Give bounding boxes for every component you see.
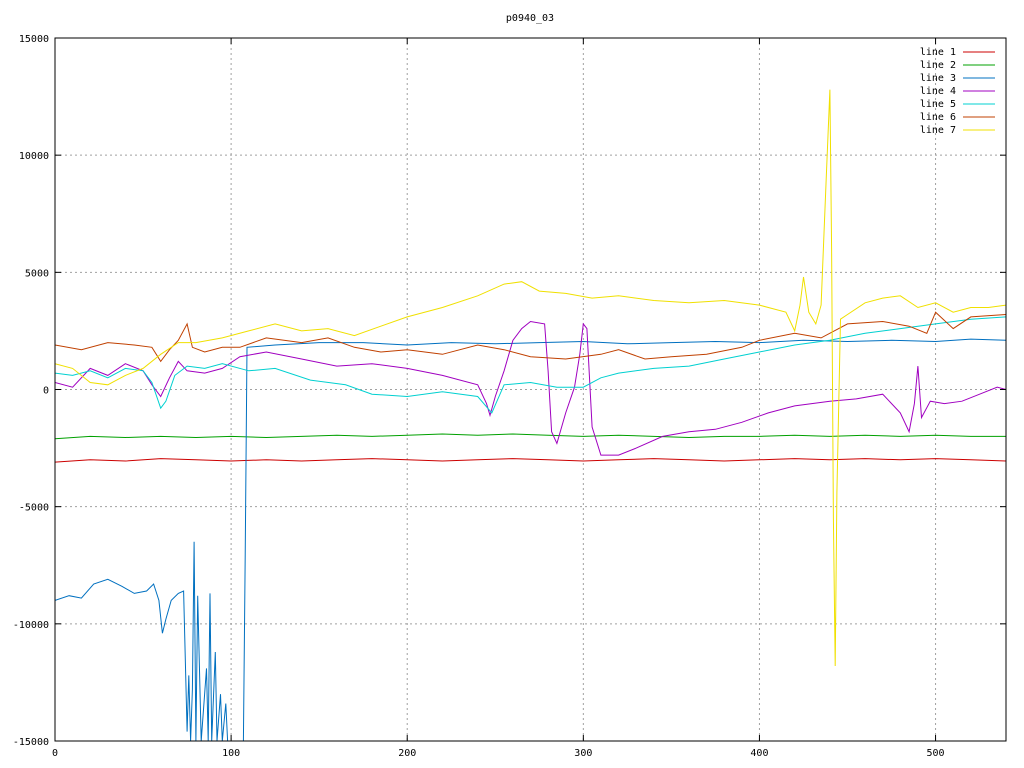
y-tick-label: -10000 <box>13 620 49 631</box>
legend-label: line 5 <box>920 99 956 110</box>
x-tick-label: 300 <box>574 748 592 759</box>
series-line-2 <box>55 433 1006 440</box>
x-tick-label: 0 <box>52 748 58 759</box>
y-tick-label: 5000 <box>25 268 49 279</box>
series-layer <box>55 89 1006 741</box>
x-tick-label: 100 <box>222 748 240 759</box>
grid <box>55 38 1006 741</box>
chart-title: p0940_03 <box>506 13 554 24</box>
series-line-3 <box>55 338 1006 741</box>
series-line-4 <box>55 320 1006 456</box>
y-tick-label: 10000 <box>19 151 49 162</box>
y-tick-label: -15000 <box>13 737 49 748</box>
y-tick-label: -5000 <box>19 503 49 514</box>
series-line-5 <box>55 316 1006 414</box>
legend-label: line 4 <box>920 86 956 97</box>
legend-label: line 7 <box>920 125 956 136</box>
ticks: 0 100 200 300 400 500 -15000 -10000 -5000 0 5000 10… <box>13 34 1006 759</box>
y-tick-label: 15000 <box>19 34 49 45</box>
x-tick-label: 500 <box>927 748 945 759</box>
x-tick-label: 200 <box>398 748 416 759</box>
legend-label: line 6 <box>920 112 956 123</box>
legend: line 1 line 2 line 3 line 4 line 5 line 6 line… <box>920 47 995 136</box>
y-tick-label: 0 <box>43 386 49 397</box>
legend-label: line 3 <box>920 73 956 84</box>
legend-label: line 2 <box>920 60 956 71</box>
series-line-1 <box>55 458 1006 463</box>
series-line-6 <box>55 311 1006 363</box>
series-line-7 <box>55 89 1006 667</box>
x-tick-label: 400 <box>750 748 768 759</box>
legend-label: line 1 <box>920 47 956 58</box>
